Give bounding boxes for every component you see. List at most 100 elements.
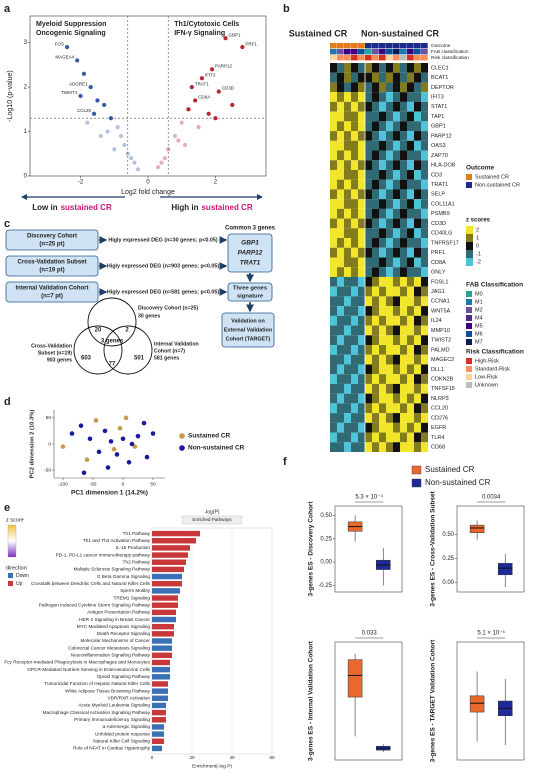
heatmap-cell (386, 238, 393, 248)
annotation-cell (400, 49, 407, 55)
heatmap-cell (400, 442, 407, 452)
heatmap-cell (386, 179, 393, 190)
legend-swatch (466, 366, 472, 372)
legend-swatch (8, 573, 13, 578)
pathway-bar (152, 702, 166, 709)
heatmap-cell (414, 150, 421, 161)
legend-swatch (466, 331, 472, 337)
venn-count: 501 (134, 356, 145, 362)
heatmap-cell (337, 63, 344, 73)
heatmap-cell (330, 413, 337, 423)
annotation-cell (365, 43, 372, 49)
heatmap-cell (344, 218, 351, 229)
annotation-cell (421, 43, 428, 49)
heatmap-cell (337, 257, 344, 268)
heatmap-cell (337, 296, 344, 307)
volcano-point (213, 115, 218, 121)
heatmap-cell (393, 432, 400, 443)
pca-point (87, 436, 93, 442)
heatmap-cell (330, 189, 337, 200)
track-label: FAB classification (431, 49, 469, 55)
heatmap-cell (400, 150, 407, 161)
heatmap-cell (421, 63, 428, 73)
heatmap-cell (400, 325, 407, 336)
heatmap-cell (386, 413, 393, 423)
axis-title: 3-genes ES - Discovery Cohort (308, 501, 315, 597)
deg-label: Higly expressed DEG (n=581 genes; p<0.05… (107, 289, 220, 295)
heatmap-cell (330, 208, 337, 219)
heatmap-cell (414, 218, 421, 229)
gene-label: EGFR (431, 425, 446, 431)
direction-emphasis: sustained CR (201, 203, 252, 212)
heatmap-cell (330, 247, 337, 258)
heatmap-cell (407, 306, 414, 316)
gene-label: GBP1 (241, 240, 259, 247)
heatmap-cell (393, 413, 400, 423)
heatmap-cell (407, 247, 414, 258)
heatmap-cell (400, 82, 407, 93)
pca-point (78, 423, 84, 428)
volcano-point (128, 155, 134, 161)
direction-label: High in sustained CR (171, 203, 252, 212)
heatmap-cell (337, 422, 344, 433)
heatmap-cell (393, 383, 400, 394)
heatmap-cell (337, 335, 344, 346)
box (347, 659, 363, 698)
pathway-bar (152, 652, 172, 659)
heatmap-cell (344, 150, 351, 161)
legend-label: High-Risk (475, 358, 499, 364)
heatmap-cell (407, 257, 414, 268)
heatmap-cell (351, 276, 358, 287)
pca-point (60, 444, 66, 449)
pathway-bar (152, 545, 190, 551)
heatmap-cell (393, 111, 400, 122)
heatmap-cell (365, 383, 372, 394)
zscore-bar (7, 524, 17, 558)
heatmap-cell (407, 442, 414, 452)
heatmap-cell (337, 92, 344, 102)
heatmap-cell (365, 393, 372, 404)
legend-title: z scores (466, 218, 491, 224)
annotation-cell (337, 43, 344, 49)
pca-point (141, 420, 147, 426)
point-label: ADGRE1 (69, 81, 88, 86)
heatmap-cell (351, 422, 358, 433)
heatmap-cell (344, 111, 351, 122)
volcano-point (196, 124, 201, 130)
heatmap-cell (351, 306, 358, 316)
heatmap-cell (379, 228, 386, 239)
annotation-cell (330, 49, 337, 55)
heatmap-cell (407, 296, 414, 307)
pathway-label: Th1 and Th2 Activation Pathway (83, 538, 151, 543)
zscale-swatch (466, 250, 473, 258)
heatmap-cell (421, 92, 428, 102)
y-tick-label: 1 (24, 129, 28, 135)
heatmap-cell (400, 432, 407, 443)
heatmap-cell (337, 101, 344, 112)
heatmap-cell (351, 208, 358, 219)
zscale-swatch (466, 242, 473, 250)
heatmap-cell (400, 393, 407, 404)
pathway-label: Neuroinflammation Signaling Pathway (71, 653, 151, 658)
flow-box (227, 282, 273, 302)
heatmap-cell (386, 306, 393, 316)
heatmap-cell (358, 306, 365, 316)
heatmap-cell (379, 131, 386, 141)
heatmap-cell (421, 179, 428, 190)
annotation-cell (393, 43, 400, 49)
chart-header: -log(P) (204, 509, 219, 515)
heatmap-cell (372, 422, 379, 433)
heatmap-cell (386, 257, 393, 268)
heatmap-cell (337, 160, 344, 170)
heatmap-cell (358, 374, 365, 384)
heatmap-cell (421, 422, 428, 433)
annotation-cell (400, 55, 407, 61)
heatmap-cell (414, 345, 421, 355)
heatmap-cell (414, 189, 421, 200)
heatmap-cell (414, 335, 421, 346)
heatmap-cell (386, 92, 393, 102)
pathway-bar (152, 717, 166, 723)
heatmap-cell (414, 413, 421, 423)
heatmap-cell (379, 150, 386, 161)
legend-swatch (466, 339, 472, 345)
